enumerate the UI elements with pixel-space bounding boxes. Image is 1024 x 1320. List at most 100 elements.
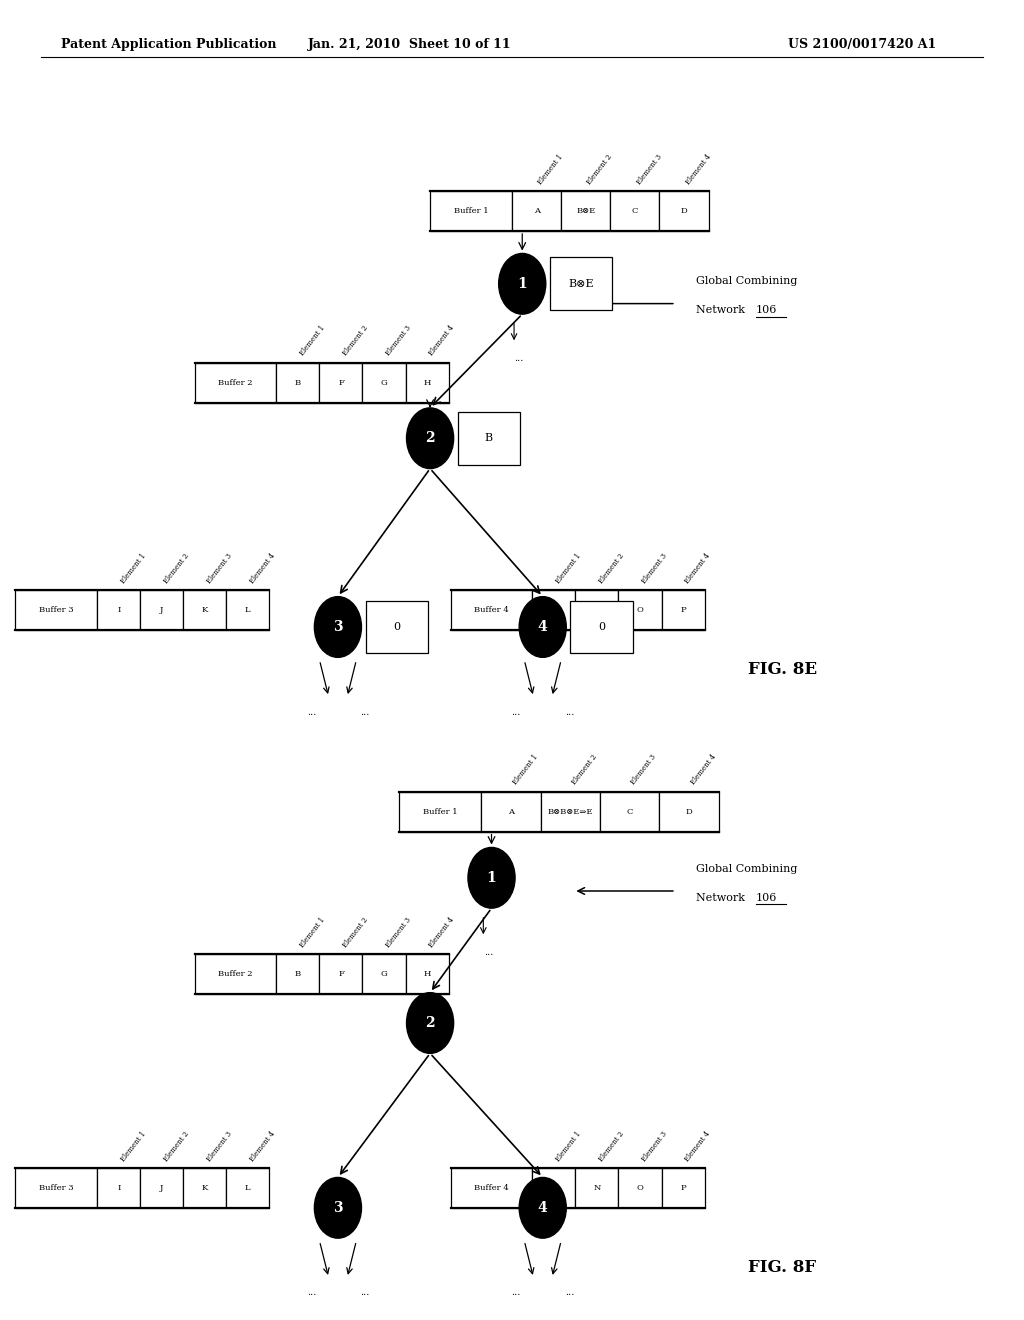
- Text: 3: 3: [333, 620, 343, 634]
- Text: Element 4: Element 4: [683, 1130, 712, 1163]
- Text: 3: 3: [333, 1201, 343, 1214]
- Text: Element 3: Element 3: [384, 325, 413, 358]
- Text: L: L: [245, 606, 251, 614]
- Text: A: A: [508, 808, 514, 816]
- Text: P: P: [680, 606, 686, 614]
- Bar: [319, 363, 362, 403]
- Text: Element 2: Element 2: [597, 1130, 626, 1163]
- Text: C: C: [627, 808, 633, 816]
- Text: Element 4: Element 4: [683, 552, 712, 585]
- Text: ...: ...: [564, 708, 574, 717]
- Text: 0: 0: [393, 622, 400, 632]
- Text: G: G: [381, 379, 387, 387]
- Bar: [430, 191, 512, 231]
- Text: Element 4: Element 4: [248, 552, 276, 585]
- Bar: [512, 191, 561, 231]
- Text: O: O: [637, 606, 643, 614]
- Text: Element 2: Element 2: [570, 754, 599, 787]
- Bar: [15, 590, 97, 630]
- Text: Buffer 1: Buffer 1: [454, 207, 488, 215]
- Bar: [600, 792, 659, 832]
- Text: 4: 4: [538, 1201, 548, 1214]
- Bar: [226, 590, 269, 630]
- Text: N: N: [593, 606, 601, 614]
- Bar: [362, 954, 406, 994]
- Circle shape: [314, 1177, 361, 1238]
- Text: US 2100/0017420 A1: US 2100/0017420 A1: [788, 38, 937, 51]
- Text: I: I: [117, 1184, 121, 1192]
- Text: Buffer 3: Buffer 3: [39, 606, 74, 614]
- Circle shape: [519, 597, 566, 657]
- Bar: [610, 191, 659, 231]
- Text: M: M: [550, 1184, 558, 1192]
- Text: H: H: [423, 379, 431, 387]
- Text: B⊗E: B⊗E: [568, 279, 594, 289]
- Text: Element 1: Element 1: [298, 325, 327, 358]
- Text: K: K: [202, 1184, 208, 1192]
- Text: B⊗E: B⊗E: [577, 207, 595, 215]
- Bar: [140, 1168, 183, 1208]
- Text: Network: Network: [696, 305, 749, 315]
- Text: Buffer 2: Buffer 2: [218, 379, 253, 387]
- FancyBboxPatch shape: [458, 412, 520, 465]
- Bar: [451, 1168, 532, 1208]
- Text: Element 3: Element 3: [640, 1130, 669, 1163]
- Bar: [662, 1168, 705, 1208]
- Text: N: N: [593, 1184, 601, 1192]
- Text: P: P: [680, 1184, 686, 1192]
- Text: FIG. 8F: FIG. 8F: [748, 1259, 816, 1275]
- Text: F: F: [338, 970, 344, 978]
- Text: Element 3: Element 3: [384, 916, 413, 949]
- Text: Buffer 4: Buffer 4: [474, 1184, 509, 1192]
- Text: H: H: [423, 970, 431, 978]
- Text: 1: 1: [486, 871, 497, 884]
- Bar: [575, 1168, 618, 1208]
- Text: B: B: [295, 970, 301, 978]
- Bar: [195, 954, 276, 994]
- Bar: [659, 792, 719, 832]
- Bar: [481, 792, 541, 832]
- Bar: [575, 590, 618, 630]
- Bar: [662, 590, 705, 630]
- Bar: [659, 191, 709, 231]
- Text: Element 1: Element 1: [537, 153, 565, 186]
- Text: Jan. 21, 2010  Sheet 10 of 11: Jan. 21, 2010 Sheet 10 of 11: [308, 38, 511, 51]
- Circle shape: [468, 847, 515, 908]
- Text: D: D: [686, 808, 692, 816]
- Text: ...: ...: [514, 354, 524, 363]
- Text: ...: ...: [359, 708, 370, 717]
- Text: Buffer 2: Buffer 2: [218, 970, 253, 978]
- Bar: [362, 363, 406, 403]
- Text: B⊗B⊗E⇒E: B⊗B⊗E⇒E: [548, 808, 593, 816]
- Text: Element 3: Element 3: [635, 153, 664, 186]
- Text: Element 3: Element 3: [640, 552, 669, 585]
- Text: FIG. 8E: FIG. 8E: [748, 661, 817, 677]
- Text: Element 1: Element 1: [119, 1130, 147, 1163]
- Text: 2: 2: [425, 432, 435, 445]
- Text: O: O: [637, 1184, 643, 1192]
- Bar: [140, 590, 183, 630]
- Bar: [618, 1168, 662, 1208]
- Text: Network: Network: [696, 892, 749, 903]
- Bar: [399, 792, 481, 832]
- Bar: [183, 1168, 226, 1208]
- Text: Element 4: Element 4: [684, 153, 713, 186]
- Text: F: F: [338, 379, 344, 387]
- Text: 1: 1: [517, 277, 527, 290]
- Circle shape: [519, 1177, 566, 1238]
- Bar: [276, 954, 319, 994]
- Text: Element 2: Element 2: [586, 153, 614, 186]
- Text: Element 4: Element 4: [427, 325, 456, 358]
- Text: Buffer 1: Buffer 1: [423, 808, 458, 816]
- Text: Element 4: Element 4: [427, 916, 456, 949]
- Text: ...: ...: [306, 1288, 316, 1298]
- Text: B: B: [295, 379, 301, 387]
- Text: 4: 4: [538, 620, 548, 634]
- Bar: [406, 363, 449, 403]
- Text: Element 3: Element 3: [630, 754, 658, 787]
- Text: ...: ...: [511, 1288, 521, 1298]
- Text: ...: ...: [359, 1288, 370, 1298]
- Text: G: G: [381, 970, 387, 978]
- Text: Patent Application Publication: Patent Application Publication: [61, 38, 276, 51]
- Text: Element 1: Element 1: [511, 754, 540, 787]
